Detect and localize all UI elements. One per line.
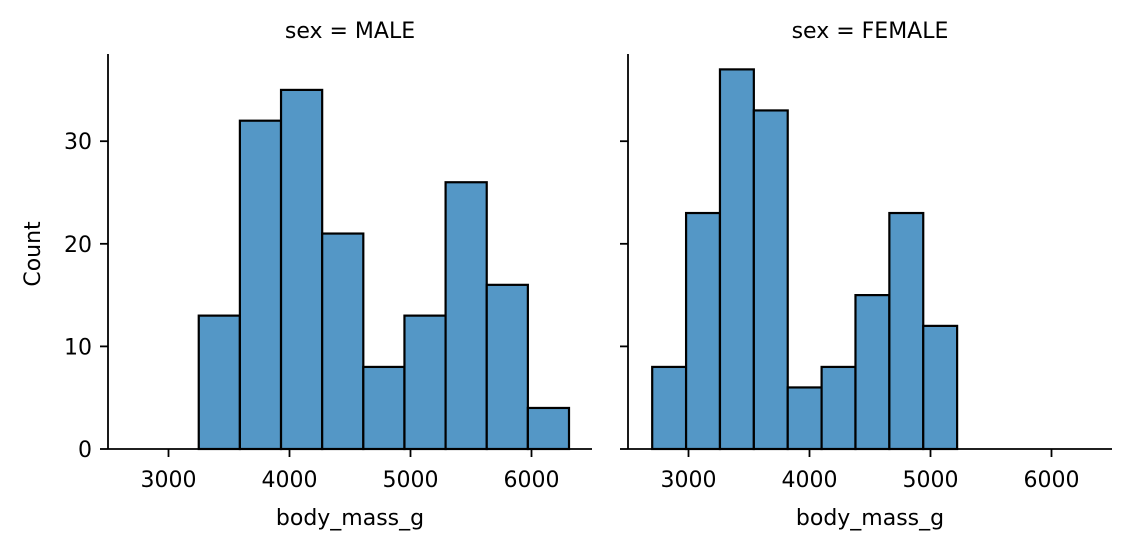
x-tick-label-female-4000: 4000 xyxy=(782,468,838,493)
histogram-bar-male-1 xyxy=(238,119,283,451)
x-tick-label-male-6000: 6000 xyxy=(504,468,560,493)
histogram-bar-female-5 xyxy=(820,365,857,451)
x-ticks-female: 3000 4000 5000 6000 xyxy=(661,449,1080,493)
y-axis-label: Count xyxy=(21,221,46,287)
x-ticks-male: 3000 4000 5000 6000 xyxy=(141,449,560,493)
x-tick-label-male-5000: 5000 xyxy=(383,468,439,493)
histogram-bar-male-2 xyxy=(279,88,324,451)
histogram-bar-female-2 xyxy=(718,68,755,451)
histogram-bar-male-7 xyxy=(485,283,529,451)
histogram-bar-female-4 xyxy=(786,386,823,451)
panel-title-male: sex = MALE xyxy=(285,19,415,44)
x-tick-label-female-3000: 3000 xyxy=(661,468,717,493)
x-tick-label-male-3000: 3000 xyxy=(141,468,197,493)
x-axis-label-female: body_mass_g xyxy=(796,506,944,531)
histogram-bar-male-0 xyxy=(197,314,241,451)
y-tick-label-30: 30 xyxy=(64,130,92,155)
histogram-bar-female-0 xyxy=(651,365,688,451)
y-ticks-male: 0 10 20 30 xyxy=(64,130,108,463)
y-tick-label-0: 0 xyxy=(78,438,92,463)
histogram-bar-male-3 xyxy=(321,232,365,451)
x-axis-label-male: body_mass_g xyxy=(276,506,424,531)
y-tick-label-20: 20 xyxy=(64,233,92,258)
y-tick-label-10: 10 xyxy=(64,335,92,360)
x-tick-label-female-6000: 6000 xyxy=(1024,468,1080,493)
histogram-bar-male-4 xyxy=(362,365,406,451)
histogram-bar-female-8 xyxy=(922,324,959,451)
histogram-bar-female-7 xyxy=(888,211,925,451)
histogram-bar-male-6 xyxy=(444,181,488,451)
histogram-bar-male-8 xyxy=(526,406,571,451)
x-tick-label-male-4000: 4000 xyxy=(262,468,318,493)
panel-female: sex = FEMALE 3000 4000 5000 6000 body_mass_… xyxy=(620,19,1112,531)
bars-male xyxy=(197,88,571,451)
histogram-bar-male-5 xyxy=(403,314,447,451)
bars-female xyxy=(651,68,959,451)
y-ticks-female xyxy=(620,140,628,450)
panel-title-female: sex = FEMALE xyxy=(792,19,949,44)
histogram-bar-female-6 xyxy=(854,294,891,451)
histogram-bar-female-3 xyxy=(752,109,789,451)
histogram-bar-female-1 xyxy=(684,211,722,451)
panel-male: sex = MALE 3000 4000 5000 6000 0 10 20 30 body… xyxy=(64,19,592,531)
x-tick-label-female-5000: 5000 xyxy=(903,468,959,493)
